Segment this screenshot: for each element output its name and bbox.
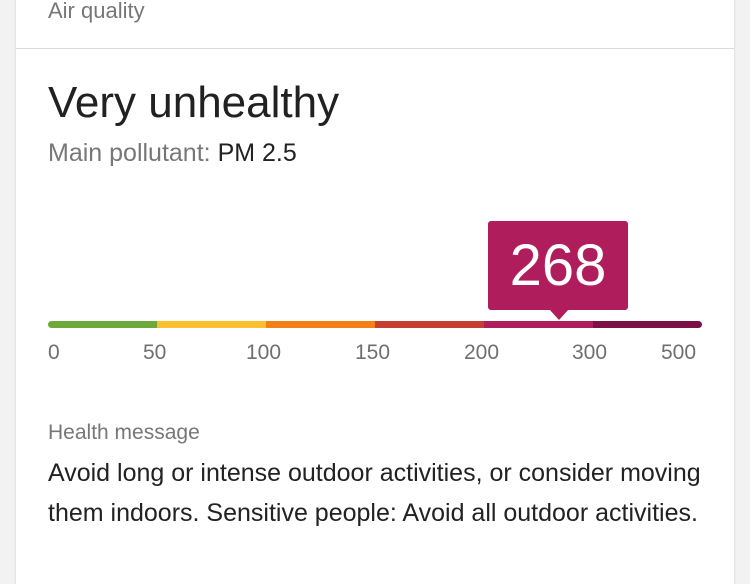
air-quality-card: Air quality Very unhealthy Main pollutan… bbox=[16, 0, 734, 584]
aqi-scale-segment-very-unhealthy bbox=[484, 321, 593, 328]
aqi-scale-segment-moderate bbox=[157, 321, 266, 328]
aqi-scale-bar bbox=[48, 321, 702, 328]
aqi-value-badge: 268 bbox=[488, 221, 628, 310]
main-pollutant-label: Main pollutant: bbox=[48, 139, 211, 167]
card-header: Air quality bbox=[16, 0, 734, 49]
health-message-label: Health message bbox=[48, 421, 200, 444]
aqi-scale-tick: 0 bbox=[48, 341, 60, 364]
aqi-scale-segment-unhealthy-sensitive bbox=[266, 321, 375, 328]
health-message-text: Avoid long or intense outdoor activities… bbox=[48, 459, 701, 527]
main-pollutant-value: PM 2.5 bbox=[217, 139, 297, 167]
aqi-scale-tick: 100 bbox=[246, 341, 282, 364]
card-header-title: Air quality bbox=[48, 0, 145, 23]
air-quality-status: Very unhealthy bbox=[48, 78, 340, 127]
aqi-scale-segment-hazardous bbox=[593, 321, 702, 328]
aqi-scale-segment-good bbox=[48, 321, 157, 328]
main-pollutant-row: Main pollutant: PM 2.5 bbox=[48, 138, 297, 168]
aqi-scale-tick: 200 bbox=[464, 341, 500, 364]
aqi-scale-tick: 150 bbox=[355, 341, 391, 364]
aqi-scale-segment-unhealthy bbox=[375, 321, 484, 328]
aqi-scale-tick: 500 bbox=[661, 341, 697, 364]
aqi-scale-tick: 300 bbox=[572, 341, 608, 364]
aqi-scale-tick: 50 bbox=[143, 341, 167, 364]
aqi-badge-pointer bbox=[549, 309, 569, 320]
